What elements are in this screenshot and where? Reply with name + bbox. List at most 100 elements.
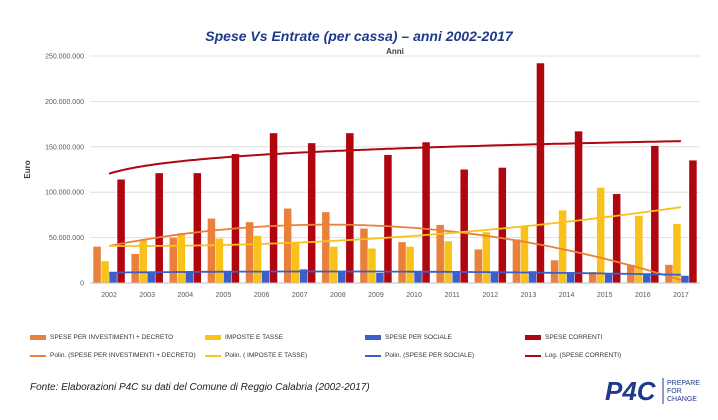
bar <box>436 224 444 283</box>
legend-line-swatch <box>525 354 541 357</box>
bar <box>550 260 559 283</box>
x-tick-label: 2011 <box>445 292 460 299</box>
legend-label: Polin. ( IMPOSTE E TASSE) <box>225 352 308 359</box>
x-tick-label: 2009 <box>368 292 384 299</box>
bar <box>474 249 483 283</box>
bar <box>131 253 139 283</box>
bar <box>109 273 117 283</box>
x-tick-label: 2016 <box>635 292 651 299</box>
bar <box>512 239 521 283</box>
bar <box>482 232 491 283</box>
x-axis-label: Anni <box>386 47 404 56</box>
bar <box>185 271 194 283</box>
legend-label: SPESE CORRENTI <box>545 334 603 341</box>
legend-label: SPESE PER INVESTIMENTI + DECRETO <box>50 334 174 341</box>
y-tick-label: 200.000.000 <box>45 99 84 106</box>
y-axis-label: Euro <box>23 160 32 178</box>
bar <box>338 272 346 283</box>
legend-trendline-entry: Polin. ( IMPOSTE E TASSE) <box>205 352 307 359</box>
bar <box>253 235 262 283</box>
bar <box>169 237 178 283</box>
bar <box>452 272 460 283</box>
logo-brand: P4C <box>605 376 657 406</box>
bar <box>673 223 681 283</box>
legend-entry: SPESE CORRENTI <box>525 334 602 341</box>
bar <box>376 273 384 283</box>
bar-chart: 0 50.000.000 100.000.000 150.000.000 200.000… <box>23 47 700 299</box>
legend-swatch <box>365 335 381 340</box>
bar <box>460 169 468 283</box>
bar <box>520 226 529 283</box>
x-tick-label: 2007 <box>292 292 308 299</box>
bar <box>231 154 240 283</box>
bar <box>444 241 452 283</box>
legend-line-swatch <box>30 354 46 357</box>
legend-swatch <box>525 335 541 340</box>
bar <box>346 133 354 283</box>
legend-entry: IMPOSTE E TASSE <box>205 334 283 341</box>
legend-label: IMPOSTE E TASSE <box>225 334 283 341</box>
y-tick-label: 0 <box>80 281 84 288</box>
legend-trendline-entry: Polin. (SPESE PER INVESTIMENTI + DECRETO… <box>30 352 196 359</box>
legend-entry: SPESE PER INVESTIMENTI + DECRETO <box>30 334 173 341</box>
bar <box>635 215 643 283</box>
bar <box>681 275 689 283</box>
x-tick-label: 2006 <box>254 292 270 299</box>
bar <box>207 218 216 283</box>
trendline <box>108 223 682 281</box>
y-tick-label: 250.000.000 <box>45 54 84 61</box>
bar <box>291 243 300 283</box>
bar <box>245 222 254 283</box>
legend-label: SPESE PER SOCIALE <box>385 334 452 341</box>
logo-tag-change: CHANGE <box>667 396 697 403</box>
trendline <box>108 140 681 175</box>
bar <box>528 271 537 283</box>
x-tick-label: 2004 <box>178 292 194 299</box>
bar <box>604 273 613 283</box>
bar <box>651 145 659 283</box>
logo-tag-prepare: PREPARE <box>667 380 700 387</box>
bar <box>536 63 545 283</box>
bar <box>155 173 163 283</box>
x-tick-label: 2008 <box>330 292 346 299</box>
x-tick-label: 2015 <box>597 292 613 299</box>
trendline <box>109 206 682 247</box>
legend-entry: SPESE PER SOCIALE <box>365 334 452 341</box>
logo-tag-for: FOR <box>667 388 682 395</box>
y-tick-label: 100.000.000 <box>45 190 84 197</box>
bar <box>283 208 292 283</box>
bar <box>193 173 202 283</box>
x-tick-label: 2003 <box>139 292 155 299</box>
bar <box>330 246 338 283</box>
legend-label: Log. (SPESE CORRENTI) <box>545 352 622 359</box>
legend-trendline-entry: Log. (SPESE CORRENTI) <box>525 352 621 359</box>
chart-title: Spese Vs Entrate (per cassa) – anni 2002… <box>205 28 513 44</box>
legend-trendline-entry: Polin. (SPESE PER SOCIALE) <box>365 352 474 359</box>
legend-line-swatch <box>365 354 381 357</box>
legend-label: Polin. (SPESE PER SOCIALE) <box>385 352 475 359</box>
x-tick-label: 2005 <box>216 292 232 299</box>
bar <box>588 272 597 283</box>
y-tick-label: 50.000.000 <box>49 235 84 242</box>
bar <box>177 233 186 283</box>
legend-swatch <box>205 335 221 340</box>
bar <box>689 160 697 283</box>
bar <box>596 187 605 283</box>
y-tick-label: 150.000.000 <box>45 144 84 151</box>
bar <box>384 154 392 283</box>
bar <box>261 272 270 283</box>
bar <box>101 261 109 283</box>
bar <box>299 269 308 283</box>
bar <box>643 273 651 283</box>
bar <box>223 272 232 283</box>
x-tick-label: 2002 <box>101 292 117 299</box>
trendline <box>109 270 681 276</box>
bar <box>406 246 414 283</box>
source-note: Fonte: Elaborazioni P4C su dati del Comu… <box>30 382 370 393</box>
bar <box>322 212 330 283</box>
bar <box>360 228 368 283</box>
bar <box>498 167 507 283</box>
bar <box>558 210 567 283</box>
bar <box>612 194 621 283</box>
bar <box>414 272 422 283</box>
